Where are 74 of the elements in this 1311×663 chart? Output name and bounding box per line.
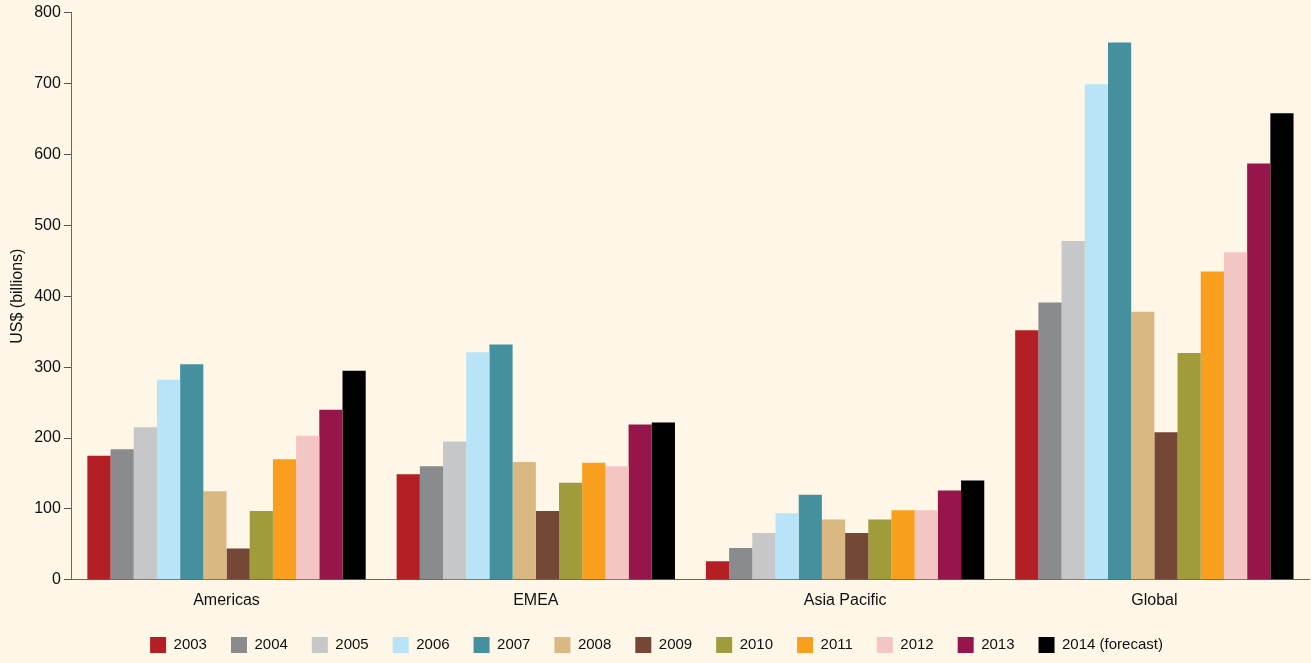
bar <box>272 459 297 580</box>
legend-label: 2007 <box>497 635 531 653</box>
bar <box>705 561 730 580</box>
bar <box>1270 113 1294 580</box>
bar <box>110 449 134 580</box>
bar <box>1107 42 1132 580</box>
bar <box>1247 163 1271 580</box>
y-tick-label: 500 <box>34 215 61 233</box>
bar <box>1177 352 1201 580</box>
legend-label: 2010 <box>739 635 774 653</box>
bar <box>1015 330 1039 580</box>
bar <box>87 455 111 580</box>
bar <box>1061 240 1085 580</box>
legend-label: 2008 <box>577 635 612 653</box>
x-tick-label: Americas <box>193 590 260 608</box>
legend-label: 2013 <box>981 635 1015 653</box>
bar <box>798 494 822 580</box>
legend-label: 2012 <box>900 635 934 653</box>
bar <box>443 441 467 580</box>
legend-label: 2005 <box>335 635 369 653</box>
bar <box>1038 302 1062 580</box>
bar <box>651 422 675 580</box>
legend-label: 2003 <box>173 635 207 653</box>
bar <box>249 511 273 580</box>
bar <box>180 364 204 580</box>
legend-label: 2014 (forecast) <box>1062 635 1163 653</box>
bar <box>605 466 629 580</box>
bar <box>914 510 938 580</box>
bar <box>296 435 320 580</box>
bar <box>396 474 420 580</box>
legend-label: 2009 <box>658 635 693 653</box>
bar <box>845 533 869 580</box>
bar <box>419 466 444 580</box>
bar <box>342 370 366 580</box>
bar <box>1131 311 1155 580</box>
bar <box>319 409 343 580</box>
y-tick-label: 200 <box>34 428 61 446</box>
bar <box>1223 252 1248 580</box>
bar <box>582 462 606 580</box>
legend-label: 2011 <box>820 635 853 653</box>
y-axis-title: US$ (billions) <box>8 248 26 344</box>
bar <box>489 344 513 580</box>
legend-label: 2006 <box>416 635 450 653</box>
y-tick-label: 0 <box>51 570 61 588</box>
y-tick-label: 300 <box>34 357 61 375</box>
bar <box>466 352 490 580</box>
x-tick-label: Global <box>1131 590 1178 608</box>
bar <box>1084 84 1108 580</box>
bar <box>775 513 799 580</box>
y-tick-label: 100 <box>34 499 61 517</box>
bar <box>628 424 652 580</box>
bar <box>868 519 892 580</box>
bar <box>891 510 915 580</box>
y-tick-label: 800 <box>34 3 61 21</box>
legend-label: 2004 <box>254 635 288 653</box>
bar <box>156 379 181 580</box>
y-tick-label: 700 <box>34 73 61 91</box>
bar <box>937 490 962 580</box>
x-tick-label: EMEA <box>513 590 559 608</box>
bar <box>133 427 157 580</box>
x-tick-label: Asia Pacific <box>803 590 887 608</box>
bar <box>752 533 776 580</box>
y-tick-label: 600 <box>34 144 61 162</box>
y-tick-label: 400 <box>34 286 61 304</box>
bar <box>226 548 250 580</box>
bar <box>512 462 536 580</box>
bar <box>535 511 560 580</box>
bar <box>729 547 753 580</box>
bar <box>1200 271 1224 580</box>
bar <box>1154 432 1178 580</box>
bar <box>203 491 227 580</box>
bar <box>559 482 583 580</box>
bar <box>961 480 985 580</box>
bar <box>821 519 846 580</box>
